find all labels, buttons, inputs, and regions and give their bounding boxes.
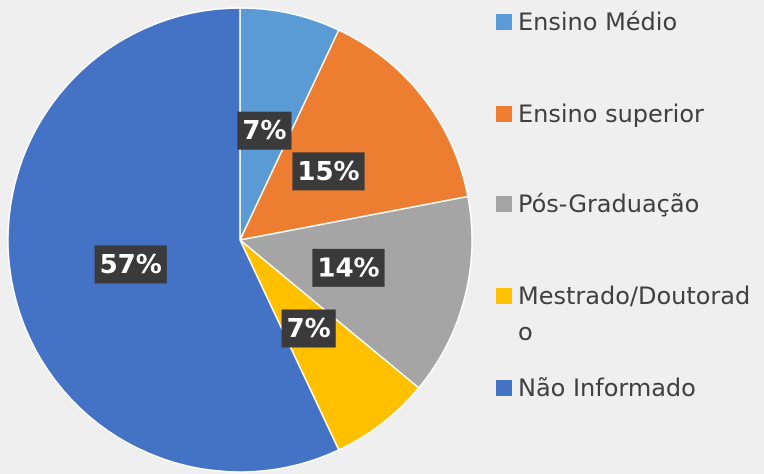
data-label-group: 7% [237,111,292,150]
pie-slice [238,195,473,389]
data-label-group: 15% [292,152,365,191]
legend-label: Ensino Médio [518,8,678,36]
legend-label: Não Informado [518,374,696,402]
pie-area: 7% 15% 14% 7% 57% [7,7,473,473]
data-label: 14% [317,253,379,283]
legend-swatch [496,14,512,30]
data-label: 7% [242,116,286,146]
legend-label: Ensino superior [518,100,704,128]
data-label-box [312,248,385,287]
legend-label: Mestrado/Doutorado [518,282,751,346]
legend-item: Ensino Médio [496,4,758,40]
data-label-box [237,111,292,150]
legend-item: Não Informado [496,370,758,406]
legend-swatch [496,106,512,122]
legend-item: Mestrado/Doutorado [496,278,758,350]
data-label-box [281,309,336,348]
data-label: 15% [297,157,359,187]
data-label-group: 7% [281,309,336,348]
legend-swatch [496,380,512,396]
legend-label: Pós-Graduação [518,190,700,218]
data-label: 57% [100,250,162,280]
pie-slice [7,7,340,473]
data-label: 7% [287,314,331,344]
data-label-group: 57% [94,245,167,284]
legend-item: Ensino superior [496,96,758,132]
legend-swatch [496,196,512,212]
data-label-box [292,152,365,191]
data-label-box [94,245,167,284]
legend-swatch [496,288,512,304]
data-label-group: 14% [312,248,385,287]
legend-item: Pós-Graduação [496,186,758,222]
